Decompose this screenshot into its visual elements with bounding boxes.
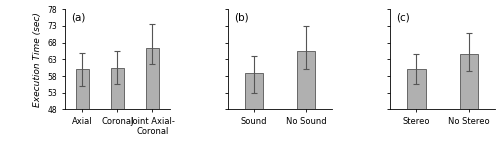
Text: (c): (c) xyxy=(396,12,410,22)
Bar xyxy=(146,48,158,152)
Bar xyxy=(407,69,426,152)
Bar xyxy=(244,73,263,152)
Bar xyxy=(112,68,124,152)
Bar xyxy=(297,51,316,152)
Text: (a): (a) xyxy=(72,12,86,22)
Bar xyxy=(460,54,478,152)
Text: (b): (b) xyxy=(234,12,248,22)
Bar xyxy=(76,69,88,152)
Y-axis label: Execution Time (sec): Execution Time (sec) xyxy=(33,12,42,107)
